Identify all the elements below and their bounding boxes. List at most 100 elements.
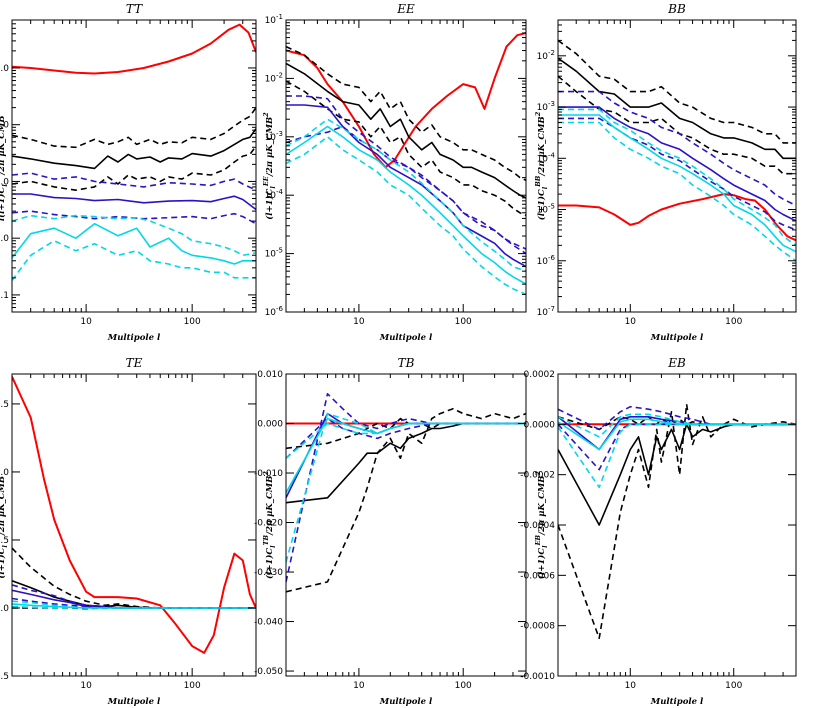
y-tick-label: 0.5 (0, 536, 9, 546)
series-line-1 (286, 32, 526, 169)
series-line-5 (558, 106, 796, 222)
panel-title: TB (398, 356, 415, 370)
series-line-9 (286, 118, 526, 272)
series-group (558, 403, 796, 640)
y-tick-label: 1.5 (0, 400, 9, 410)
series-line-5 (286, 412, 526, 499)
series-group (286, 32, 526, 296)
series-line-5 (286, 104, 526, 268)
panel-title: EE (396, 2, 415, 16)
x-axis-label: Multipole l (650, 697, 704, 707)
series-line-6 (12, 584, 256, 609)
y-tick-label: -0.020 (254, 519, 283, 529)
x-axis-label: Multipole l (107, 333, 161, 343)
y-tick-label: 0.0 (0, 604, 9, 614)
series-line-10 (558, 121, 796, 262)
y-tick-label: 10-6 (265, 305, 284, 318)
y-tick-label: 100.0 (0, 121, 9, 131)
y-tick-label: 10-6 (537, 254, 556, 267)
panel-eb: EB 10 100 -0.0010 -0.0008 -0.0006 -0.0004 -0.00… (520, 356, 797, 707)
y-tick-label: 10-2 (537, 49, 555, 62)
series-line-2 (558, 57, 796, 160)
series-group (12, 23, 256, 281)
plot-frame (285, 373, 527, 677)
y-tick-label: -0.040 (254, 618, 283, 628)
y-axis-label: (l+1)ClTB/2π μK_CMB2 (262, 471, 277, 579)
x-axis-label: Multipole l (379, 697, 433, 707)
series-line-7 (286, 95, 526, 250)
y-tick-label: 0.0000 (524, 420, 556, 430)
panel-te: TE 10 100 -0.5 0.0 0.5 1.0 1.5 Multipole l (l+1)C… (0, 356, 257, 707)
panel-ee: EE 10 100 10-6 10-5 10-4 10-3 10-2 10-1 Multipole… (262, 2, 527, 343)
x-tick-label: 10 (353, 317, 365, 327)
y-tick-label: 10-5 (265, 247, 283, 260)
x-tick-label: 10 (80, 681, 92, 691)
y-tick-label: -0.0002 (520, 471, 555, 481)
series-line-3 (12, 107, 256, 149)
y-tick-label: 10-3 (537, 100, 555, 113)
y-tick-label: 0.010 (257, 370, 283, 380)
series-line-6 (12, 172, 256, 191)
x-axis-label: Multipole l (379, 333, 433, 343)
panel-tb: TB 10 100 -0.050 -0.040 -0.030 -0.020 -0.010 0.0… (254, 356, 527, 707)
series-line-4 (558, 75, 796, 175)
series-line-5 (12, 193, 256, 211)
y-axis-label: l(l+1)ClTT/2π μK_CMB2 (0, 110, 9, 221)
series-line-3 (286, 45, 526, 182)
panel-title: TT (126, 2, 143, 16)
series-line-1 (558, 193, 796, 242)
panel-title: BB (667, 2, 686, 16)
plot-frame (557, 19, 797, 313)
series-line-9 (12, 214, 256, 257)
x-axis-label: Multipole l (107, 697, 161, 707)
x-tick-label: 100 (455, 681, 472, 691)
x-tick-label: 100 (184, 681, 201, 691)
series-line-9 (286, 412, 526, 563)
panel-bb: BB 10 100 10-7 10-6 10-5 10-4 10-3 10-2 Multipole… (534, 2, 797, 343)
series-line-9 (558, 108, 796, 246)
y-tick-label: -0.0008 (520, 622, 555, 632)
y-tick-label: 10-2 (265, 71, 283, 84)
series-line-1 (12, 23, 256, 75)
series-line-6 (286, 125, 526, 255)
y-tick-label: 0.000 (257, 420, 283, 430)
plot-frame (285, 19, 527, 313)
series-line-7 (558, 423, 796, 471)
series-line-10 (286, 422, 526, 459)
series-line-3 (286, 407, 526, 593)
y-tick-label: 10-4 (537, 151, 556, 164)
x-tick-label: 100 (184, 317, 201, 327)
y-tick-label: 0.0002 (524, 370, 556, 380)
x-axis-label: Multipole l (650, 333, 704, 343)
panel-tt: TT 10 100 0.1 1.0 10.0 100.0 1000.0 Multipole l l… (0, 2, 257, 343)
series-group (286, 392, 526, 593)
series-line-9 (558, 413, 796, 438)
y-axis-label: (l+1)ClTE/2π μK_CMB2 (0, 471, 9, 579)
x-tick-label: 10 (353, 681, 365, 691)
plot-frame (11, 373, 257, 677)
series-line-7 (12, 210, 256, 225)
x-tick-label: 100 (725, 681, 742, 691)
x-tick-label: 100 (725, 317, 742, 327)
series-line-2 (558, 423, 796, 526)
plot-frame (11, 19, 257, 313)
y-tick-label: -0.050 (254, 667, 283, 677)
y-tick-label: 1.0 (0, 468, 9, 478)
series-line-7 (558, 117, 796, 231)
y-tick-label: 10-7 (537, 305, 555, 318)
series-line-1 (12, 376, 256, 654)
panel-title: EB (667, 356, 686, 370)
series-line-3 (558, 403, 796, 640)
x-tick-label: 10 (625, 681, 637, 691)
series-line-8 (558, 114, 796, 253)
series-line-2 (12, 580, 256, 609)
series-line-8 (12, 222, 256, 265)
y-tick-label: 10-3 (265, 130, 283, 143)
series-line-6 (286, 392, 526, 583)
y-tick-label: 10-5 (537, 203, 555, 216)
series-line-10 (558, 423, 796, 489)
y-tick-label: 10-1 (265, 13, 283, 26)
series-line-4 (286, 80, 526, 217)
series-line-10 (286, 136, 526, 296)
